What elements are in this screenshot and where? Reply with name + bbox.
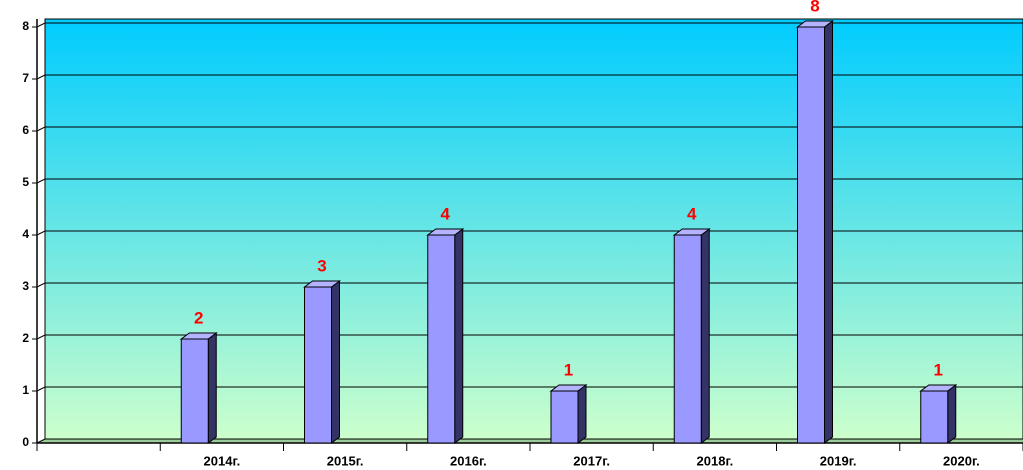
- x-tick-label: 2017г.: [573, 453, 610, 468]
- grid-line: [36, 74, 1023, 80]
- bar-face: [673, 234, 702, 444]
- value-label: 4: [687, 204, 697, 223]
- value-label: 4: [441, 204, 451, 223]
- bar-face: [304, 286, 332, 444]
- value-label: 8: [810, 0, 819, 15]
- grid-line: [36, 178, 1023, 184]
- bar: [549, 384, 588, 444]
- y-tick-label: 5: [22, 175, 29, 189]
- bar-face: [427, 234, 456, 444]
- x-tick-label: 2014г.: [204, 453, 241, 468]
- bar: [796, 20, 834, 444]
- bar-face: [454, 228, 464, 444]
- y-tick-label: 6: [22, 123, 29, 137]
- grid-line: [36, 22, 1023, 28]
- bar-face: [331, 280, 340, 444]
- plot-floor: [37, 439, 1023, 443]
- x-tick-label: 2020г.: [943, 453, 980, 468]
- bar-face: [920, 390, 949, 444]
- grid-line: [36, 126, 1023, 132]
- y-tick-label: 2: [22, 331, 29, 345]
- bar-face: [824, 20, 833, 444]
- y-tick-label: 4: [22, 227, 29, 241]
- y-tick-label: 3: [22, 279, 29, 293]
- bar: [303, 280, 341, 444]
- x-tick-label: 2015г.: [327, 453, 364, 468]
- bar-face: [207, 332, 217, 444]
- bar-face: [947, 384, 957, 444]
- x-tick-label: 2018г.: [697, 453, 734, 468]
- value-label: 3: [317, 256, 326, 275]
- y-tick-label: 7: [22, 71, 29, 85]
- value-label: 1: [564, 360, 573, 379]
- x-tick-label: 2016г.: [450, 453, 487, 468]
- y-tick-label: 1: [22, 383, 29, 397]
- bar: [426, 228, 465, 444]
- bar-face: [180, 338, 209, 444]
- y-tick-label: 0: [22, 435, 29, 449]
- bar: [179, 332, 218, 444]
- bar-face: [797, 26, 825, 444]
- value-label: 2: [194, 308, 203, 327]
- bar: [672, 228, 711, 444]
- bar-face: [577, 384, 587, 444]
- value-label: 1: [934, 360, 943, 379]
- x-tick-label: 2019г.: [820, 453, 857, 468]
- bar: [919, 384, 958, 444]
- y-tick-label: 8: [22, 19, 29, 33]
- bar-face: [700, 228, 710, 444]
- bar-face: [550, 390, 579, 444]
